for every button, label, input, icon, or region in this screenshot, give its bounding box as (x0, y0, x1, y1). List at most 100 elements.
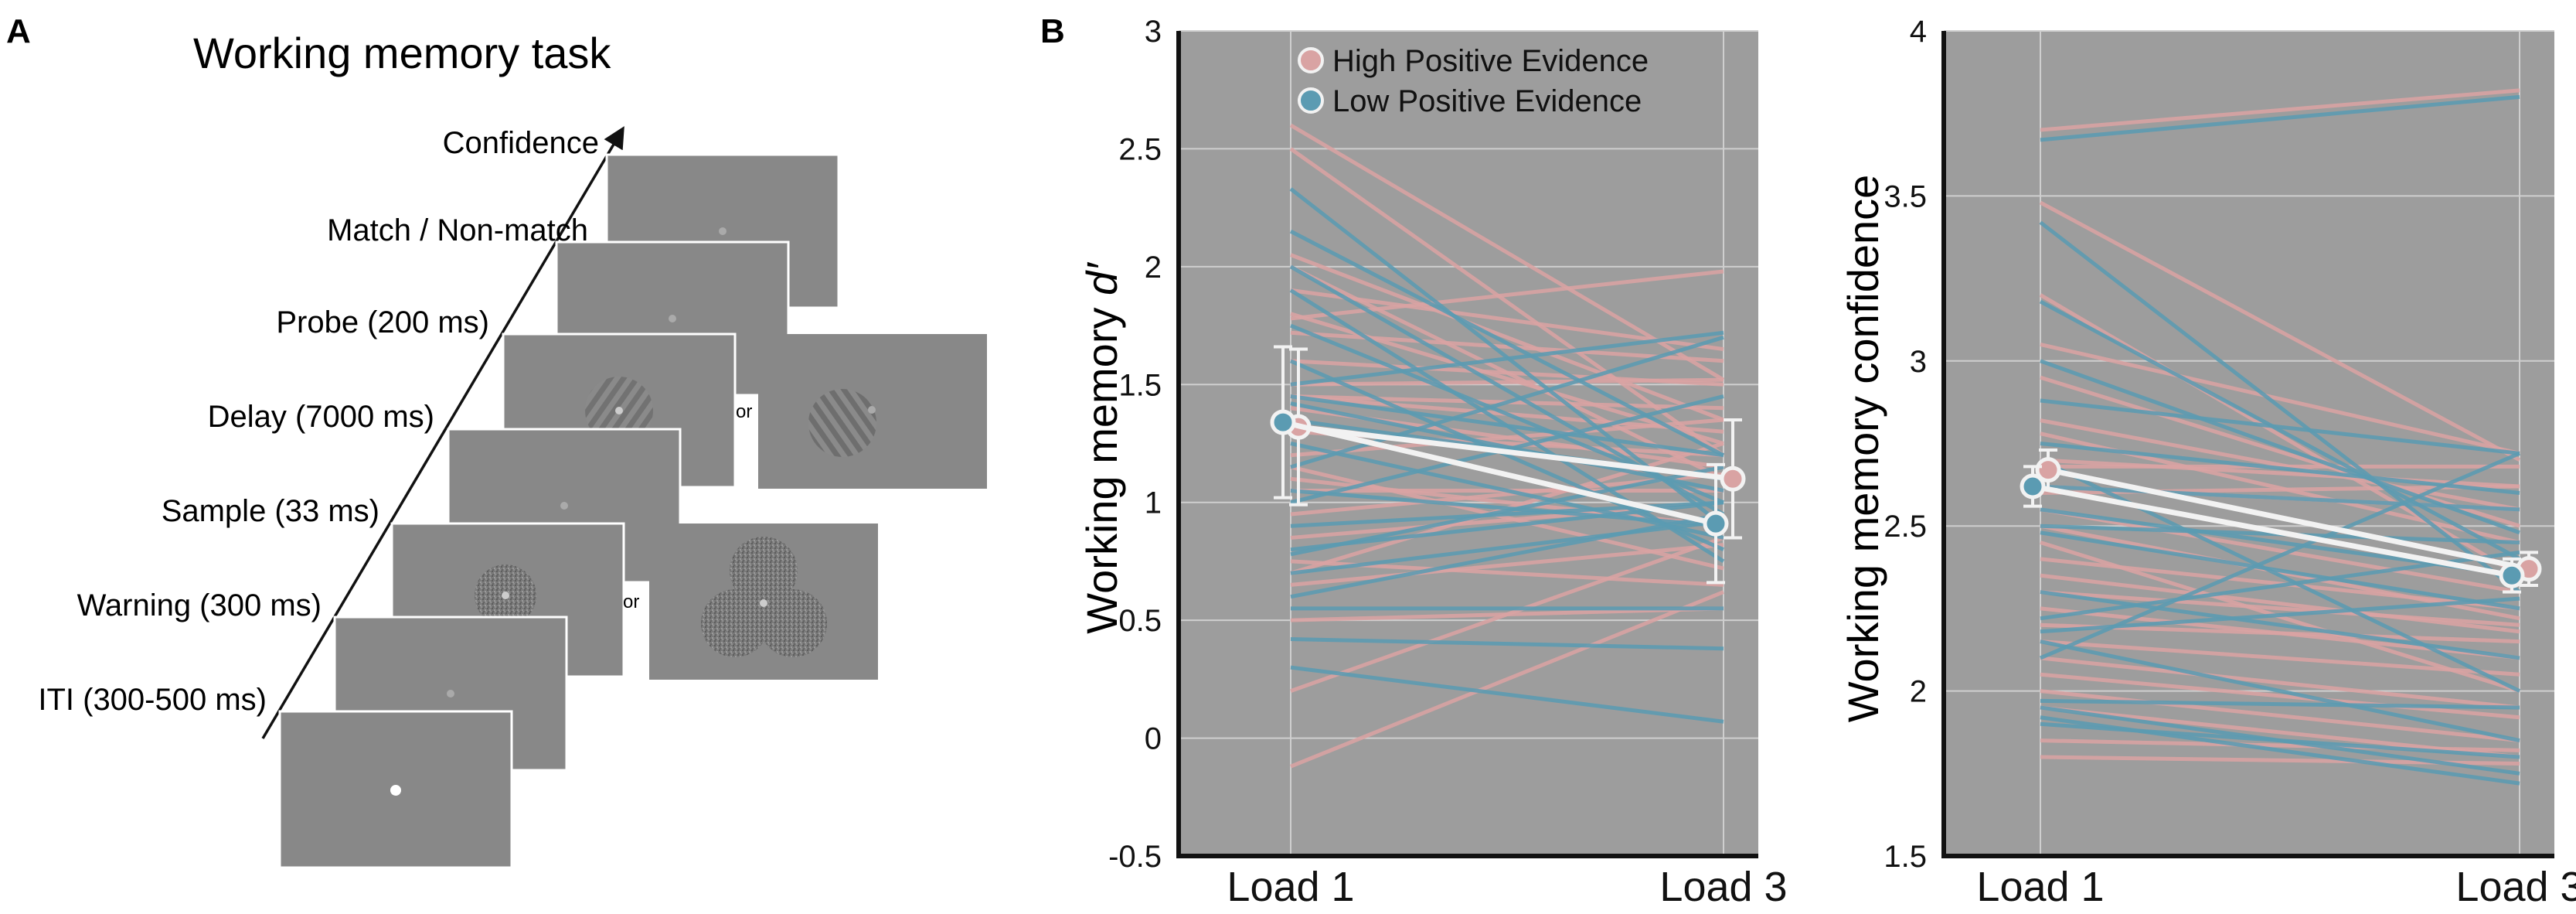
dprime-subject-line (1290, 512, 1724, 599)
dprime-y-tick-label: 0.5 (1118, 604, 1162, 638)
panel-b-label: B (1040, 12, 1065, 50)
confidence-subject-line (2040, 738, 2520, 752)
dprime-subject-line (1290, 442, 1724, 540)
dprime-subject-line (1290, 253, 1724, 422)
confidence-subject-line (2040, 507, 2520, 595)
confidence-subject-line (2040, 689, 2520, 743)
dprime-plot: -0.5 0 0.5 1 1.5 2 2.5 3 Load 1 Load 3 High Positi… (1108, 15, 1788, 910)
dprime-subject-line (1289, 123, 1725, 382)
confidence-mean-line (2032, 483, 2513, 578)
confidence-mean-marker (2499, 562, 2525, 588)
step-label-sample: Sample (33 ms) (162, 494, 379, 528)
sample-alt-frame (649, 524, 878, 680)
dprime-subject-line (1290, 637, 1724, 651)
confidence-mean-marker (2035, 457, 2061, 483)
task-schematic: A Working memory task or or (6, 12, 987, 869)
dprime-subject-line (1290, 394, 1724, 458)
confidence-subject-line (2039, 200, 2521, 462)
dprime-subject-line (1289, 147, 1725, 457)
confidence-subject-line (2040, 375, 2520, 528)
dprime-legend-label: High Positive Evidence (1332, 44, 1649, 78)
dprime-legend-label: Low Positive Evidence (1332, 84, 1642, 118)
confidence-subject-line (2040, 596, 2520, 634)
or-label-probe: or (736, 401, 752, 422)
dprime-subject-line (1290, 401, 1724, 493)
dprime-y-tick-label: 0 (1145, 722, 1162, 756)
step-label-iti: ITI (300-500 ms) (38, 683, 267, 717)
dprime-subject-line (1290, 359, 1724, 551)
confidence-subject-line (2040, 484, 2520, 512)
dprime-x-tick-label: Load 1 (1227, 864, 1354, 910)
confidence-subject-line (2040, 573, 2520, 634)
confidence-subject-line (2040, 442, 2520, 496)
panel-a-label: A (6, 12, 31, 50)
probe-alt-frame (758, 334, 987, 489)
dprime-subject-line (1290, 418, 1724, 458)
confidence-subject-line (2040, 639, 2520, 677)
confidence-x-tick-label: Load 3 (2455, 864, 2576, 910)
step-label-delay: Delay (7000 ms) (208, 400, 434, 434)
iti-frame (278, 710, 513, 869)
confidence-y-tick-label: 2.5 (1884, 510, 1927, 544)
step-label-warning: Warning (300 ms) (77, 588, 322, 622)
confidence-y-axis-label: Working memory confidence (1839, 175, 1887, 723)
confidence-subject-line (2040, 343, 2520, 455)
confidence-subject-line (2040, 672, 2520, 720)
confidence-subject-line (2040, 398, 2520, 455)
confidence-chart: Working memory confidence 1.5 2 2.5 3 3.5 4 Lo… (1839, 15, 2576, 910)
confidence-subject-line (2040, 590, 2520, 627)
confidence-y-tick-label: 2 (1910, 675, 1927, 709)
confidence-subject-line (2040, 458, 2520, 489)
dprime-y-tick-label: -0.5 (1108, 840, 1162, 874)
confidence-subject-line (2040, 452, 2520, 660)
confidence-subject-line (2040, 88, 2520, 132)
dprime-subject-line (1290, 488, 1724, 528)
confidence-mean-line (2047, 467, 2530, 572)
dprime-y-tick-label: 2 (1145, 251, 1162, 285)
confidence-mean-marker (2020, 473, 2046, 500)
confidence-y-tick-label: 3.5 (1884, 179, 1927, 213)
confidence-subject-line (2039, 458, 2521, 693)
dprime-y-tick-label: 1.5 (1118, 368, 1162, 402)
or-label-sample: or (623, 592, 639, 612)
dprime-mean-marker (1720, 466, 1746, 492)
dprime-mean-marker (1703, 510, 1729, 537)
dprime-mean-marker (1270, 409, 1296, 435)
dprime-y-tick-label: 1 (1145, 486, 1162, 520)
dprime-mean-line (1282, 419, 1717, 527)
dprime-y-tick-label: 3 (1145, 15, 1162, 49)
confidence-y-tick-label: 3 (1910, 345, 1927, 379)
confidence-subject-line (2040, 721, 2520, 759)
dprime-legend-marker (1298, 47, 1324, 73)
confidence-subject-line (2040, 698, 2520, 710)
dprime-subject-line (1290, 269, 1724, 321)
confidence-subject-line (2039, 299, 2521, 561)
dprime-y-axis-label: Working memory d′ (1077, 261, 1126, 634)
dprime-subject-line (1290, 330, 1724, 387)
dprime-subject-line (1290, 323, 1724, 505)
dprime-mean-line (1298, 424, 1734, 482)
dprime-legend-marker (1298, 87, 1324, 114)
dprime-subject-line (1290, 665, 1724, 724)
dprime-subject-line (1290, 335, 1724, 469)
confidence-subject-line (2039, 220, 2521, 594)
dprime-y-axis-label-main: Working memory (1077, 295, 1126, 634)
step-label-confidence: Confidence (443, 126, 599, 160)
step-label-match: Match / Non-match (327, 213, 588, 247)
confidence-subject-line (2040, 94, 2520, 142)
confidence-y-tick-label: 4 (1910, 15, 1927, 49)
step-label-probe: Probe (200 ms) (276, 305, 489, 339)
confidence-subject-line (2040, 656, 2520, 710)
timeline-arrow (261, 126, 624, 739)
dprime-subject-line (1290, 465, 1724, 557)
dprime-subject-line (1290, 377, 1724, 387)
confidence-y-tick-label: 1.5 (1884, 840, 1927, 874)
confidence-subject-line (2040, 530, 2520, 611)
dprime-y-axis-label-italic: d′ (1077, 261, 1126, 295)
dprime-chart: B Working memory d′ -0.5 0 0.5 1 1.5 2 2.5 3 Loa… (1040, 12, 1788, 910)
dprime-subject-line (1290, 288, 1724, 352)
dprime-subject-line (1290, 536, 1724, 693)
confidence-subject-line (2040, 639, 2520, 743)
dprime-subject-line (1289, 229, 1725, 457)
confidence-x-tick-label: Load 1 (1976, 864, 2104, 910)
